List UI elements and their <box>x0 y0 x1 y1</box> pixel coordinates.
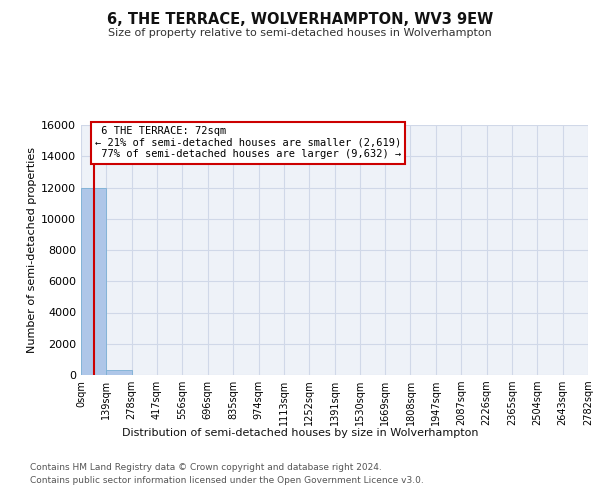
Text: 6 THE TERRACE: 72sqm
← 21% of semi-detached houses are smaller (2,619)
 77% of s: 6 THE TERRACE: 72sqm ← 21% of semi-detac… <box>95 126 401 160</box>
Bar <box>81 188 106 375</box>
Text: 6, THE TERRACE, WOLVERHAMPTON, WV3 9EW: 6, THE TERRACE, WOLVERHAMPTON, WV3 9EW <box>107 12 493 28</box>
Bar <box>106 370 131 375</box>
Text: Contains public sector information licensed under the Open Government Licence v3: Contains public sector information licen… <box>30 476 424 485</box>
Text: Contains HM Land Registry data © Crown copyright and database right 2024.: Contains HM Land Registry data © Crown c… <box>30 462 382 471</box>
Text: Distribution of semi-detached houses by size in Wolverhampton: Distribution of semi-detached houses by … <box>122 428 478 438</box>
Y-axis label: Number of semi-detached properties: Number of semi-detached properties <box>27 147 37 353</box>
Text: Size of property relative to semi-detached houses in Wolverhampton: Size of property relative to semi-detach… <box>108 28 492 38</box>
